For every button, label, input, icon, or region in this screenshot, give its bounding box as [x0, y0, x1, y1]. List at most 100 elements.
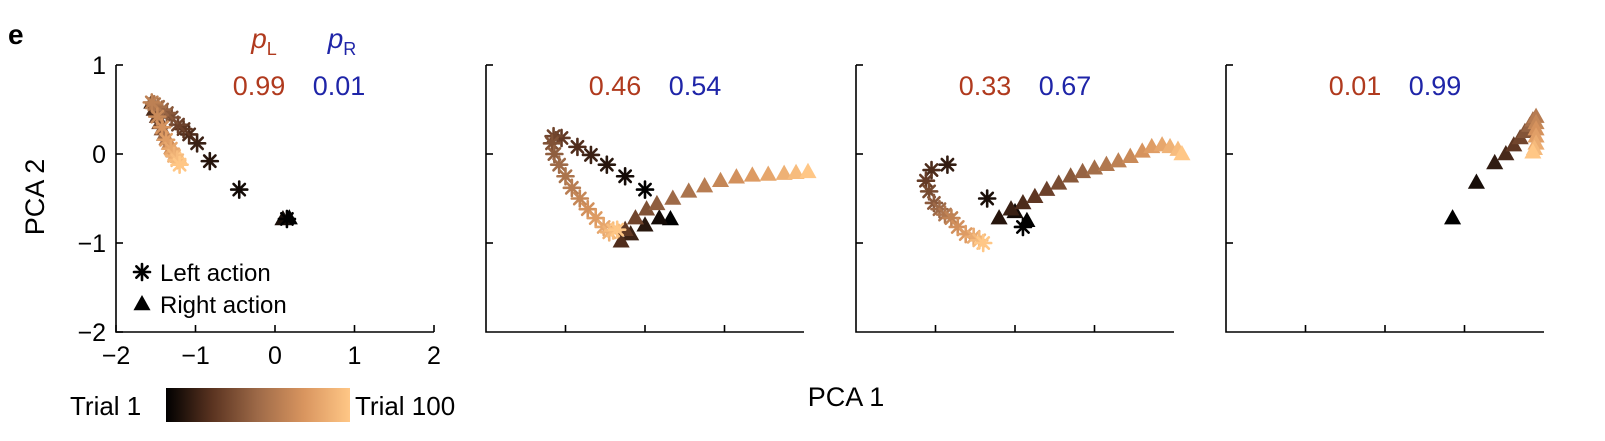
left-action-point	[635, 180, 655, 199]
left-action-point	[277, 209, 297, 229]
left-action-point	[615, 166, 635, 186]
left-action-point	[170, 155, 189, 174]
right-action-point	[1026, 187, 1044, 204]
right-action-point	[711, 171, 730, 187]
pr-value: 0.67	[1039, 71, 1092, 101]
right-action-point	[648, 194, 666, 211]
right-action-point	[727, 168, 745, 184]
pr-letter: p	[327, 23, 344, 54]
left-action-point	[542, 134, 562, 153]
chart-panel-1: 1 0 −1 −2−2 −1 0 1 2 0.99 0.01	[77, 52, 440, 370]
x-tick-label: 0	[268, 342, 282, 370]
right-action-point	[1467, 173, 1485, 189]
legend-triangle-icon	[133, 295, 151, 311]
right-action-point	[664, 189, 682, 205]
right-action-point	[626, 209, 645, 225]
left-action-point	[916, 171, 936, 190]
y-tick-label: 0	[92, 141, 106, 169]
pl-value: 0.33	[959, 71, 1012, 101]
right-action-point	[799, 162, 817, 179]
panel-letter: e	[8, 19, 24, 50]
colorbar-bar	[166, 388, 350, 422]
legend: Left action Right action	[132, 260, 287, 319]
right-action-point	[680, 182, 698, 198]
chart-panel-3: 0.33 0.67	[855, 64, 1191, 333]
right-action-point	[1062, 167, 1080, 183]
colorbar: Trial 1 Trial 100	[70, 388, 455, 422]
left-action-point	[570, 189, 590, 208]
axes-frame	[855, 65, 1174, 333]
pr-header: pR	[327, 23, 357, 59]
right-action-point	[743, 166, 761, 182]
colorbar-start-label: Trial 1	[70, 391, 141, 421]
y-axis-title: PCA 2	[20, 159, 50, 236]
right-action-point	[1497, 145, 1515, 161]
right-action-point	[636, 216, 654, 232]
x-tick-label: 1	[348, 342, 362, 370]
pl-value: 0.01	[1329, 71, 1382, 101]
panels: 1 0 −1 −2−2 −1 0 1 2 0.99 0.01 0.46 0.54 0.33 0.67 0.0…	[77, 52, 1545, 370]
axes-frame	[1225, 65, 1544, 333]
legend-left-label: Left action	[160, 260, 271, 287]
left-action-point	[229, 180, 249, 199]
right-action-point	[1002, 200, 1020, 216]
right-action-point	[1121, 147, 1139, 163]
right-action-point	[612, 232, 630, 248]
right-action-point	[787, 163, 805, 179]
right-action-point	[1050, 174, 1068, 190]
pr-value: 0.01	[313, 71, 366, 101]
pl-header: pL	[250, 23, 277, 59]
pl-letter: p	[250, 23, 267, 54]
right-action-point	[759, 165, 777, 181]
pr-subscript: R	[343, 39, 356, 59]
left-action-point	[200, 151, 220, 171]
prob-header: pL pR	[250, 23, 356, 59]
x-axis-title: PCA 1	[808, 382, 885, 412]
left-action-point	[568, 137, 587, 157]
right-action-point	[650, 209, 668, 225]
right-action-point	[1014, 193, 1032, 210]
left-action-point	[607, 220, 627, 239]
left-action-point	[549, 155, 569, 174]
left-action-point	[562, 178, 582, 198]
pl-value: 0.99	[233, 71, 286, 101]
y-tick-label: −2	[77, 319, 106, 347]
legend-right-marker	[133, 295, 151, 311]
legend-right-label: Right action	[160, 292, 287, 319]
legend-star-icon	[132, 262, 152, 282]
left-action-point	[973, 233, 993, 253]
right-action-point	[1444, 209, 1462, 225]
right-action-point	[638, 200, 656, 216]
left-action-point	[581, 145, 601, 165]
right-action-point	[775, 164, 793, 180]
pl-value: 0.46	[589, 71, 642, 101]
right-action-point	[1486, 153, 1504, 170]
chart-panel-2: 0.46 0.54	[485, 64, 817, 333]
right-action-point	[1109, 152, 1127, 168]
left-action-point	[942, 208, 961, 228]
right-action-point	[1173, 145, 1191, 161]
chart-panel-4: 0.01 0.99	[1225, 64, 1545, 333]
left-action-point	[152, 118, 172, 137]
y-tick-label: 1	[92, 52, 106, 80]
pr-value: 0.99	[1409, 71, 1462, 101]
x-tick-label: 2	[427, 342, 441, 370]
right-action-point	[696, 177, 714, 193]
left-action-point	[142, 93, 162, 112]
pl-subscript: L	[267, 39, 277, 59]
y-tick-label: −1	[77, 230, 106, 258]
left-action-point	[938, 155, 957, 174]
pr-value: 0.54	[669, 71, 722, 101]
left-action-point	[597, 155, 617, 174]
right-action-point	[1133, 142, 1151, 158]
colorbar-end-label: Trial 100	[355, 391, 455, 421]
legend-left-marker	[132, 262, 152, 282]
right-action-point	[1038, 180, 1056, 196]
left-action-point	[1013, 217, 1033, 237]
right-action-point	[1524, 143, 1542, 159]
x-tick-label: −1	[181, 342, 210, 370]
right-action-point	[990, 209, 1008, 225]
left-action-point	[977, 189, 997, 208]
x-tick-label: −2	[102, 342, 131, 370]
